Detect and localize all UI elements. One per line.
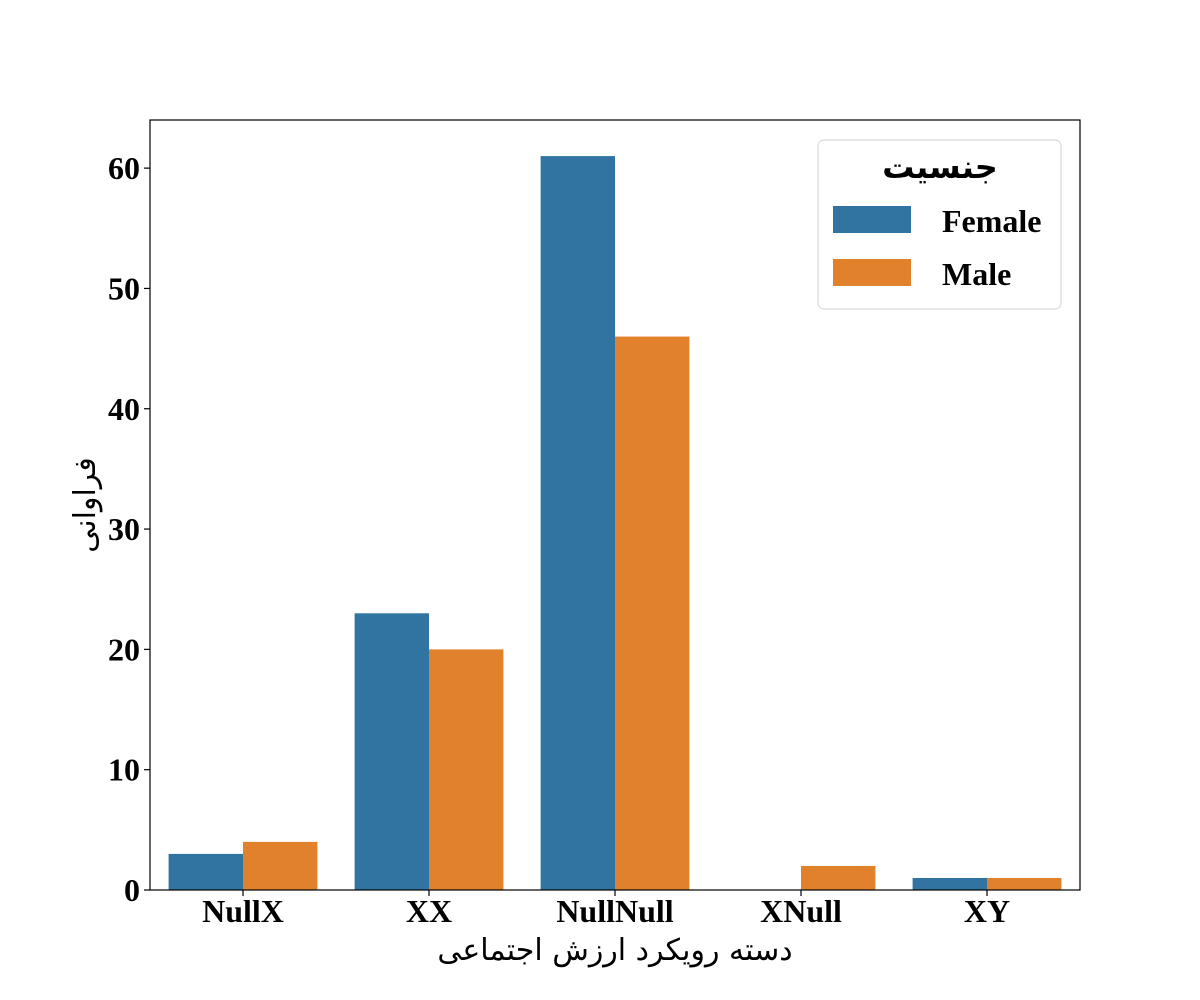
- bar-male-xx: [429, 649, 504, 891]
- bar-female-nullx: [168, 853, 243, 890]
- y-tick-label: 10: [108, 752, 140, 788]
- x-tick-label: XX: [406, 893, 452, 929]
- bar-male-nullnull: [615, 336, 690, 890]
- x-tick-label: XY: [964, 893, 1010, 929]
- legend: جنسیت Female Male: [817, 139, 1062, 310]
- x-tick-label: NullNull: [556, 893, 673, 929]
- bar-female-xy: [912, 877, 987, 890]
- y-tick-label: 50: [108, 270, 140, 306]
- x-tick-label: XNull: [760, 893, 842, 929]
- legend-title: جنسیت: [882, 148, 998, 186]
- legend-label-male: Male: [942, 256, 1011, 292]
- y-tick-label: 0: [124, 872, 140, 908]
- legend-swatch-female: [833, 206, 911, 233]
- bar-male-xy: [987, 877, 1062, 890]
- bar-female-xx: [354, 613, 429, 890]
- y-axis: 0 10 20 30 40 50 60: [108, 150, 150, 908]
- bars-group: [168, 156, 1062, 891]
- bar-female-nullnull: [540, 156, 615, 891]
- legend-label-female: Female: [942, 203, 1042, 239]
- x-tick-label: NullX: [202, 893, 284, 929]
- y-axis-label: فراوانی: [68, 457, 103, 552]
- y-tick-label: 20: [108, 631, 140, 667]
- y-tick-label: 40: [108, 391, 140, 427]
- y-tick-label: 30: [108, 511, 140, 547]
- legend-items: Female Male: [833, 203, 1042, 292]
- y-tick-label: 60: [108, 150, 140, 186]
- x-axis-label: دسته رویکرد ارزش اجتماعی: [437, 933, 792, 968]
- legend-swatch-male: [833, 259, 911, 286]
- bar-male-nullx: [243, 841, 318, 891]
- bar-male-xnull: [801, 865, 876, 890]
- x-axis: NullX XX NullNull XNull XY: [202, 890, 1010, 929]
